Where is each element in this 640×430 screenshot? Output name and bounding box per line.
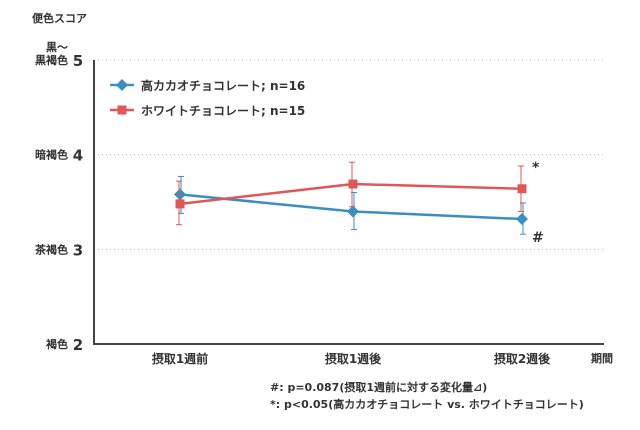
series-0 <box>174 175 528 235</box>
grid-lines <box>94 59 604 250</box>
data-point-square <box>517 184 527 194</box>
legend: 高カカオチョコレート; n=16 ホワイトチョコレート; n=15 <box>110 78 305 118</box>
data-point-diamond <box>516 213 528 226</box>
series <box>174 161 528 235</box>
y-category-label: 褐色 <box>45 337 68 351</box>
x-tick-label: 摂取1週後 <box>325 351 382 366</box>
data-point-square <box>175 199 185 209</box>
y-axis-title: 便色スコア <box>32 11 87 25</box>
x-tick-labels: 摂取1週前 摂取1週後 摂取2週後 <box>152 351 551 366</box>
y-tick-label: 3 <box>73 241 83 259</box>
axes <box>93 60 604 345</box>
data-point-diamond <box>116 79 128 91</box>
series-1 <box>175 161 527 226</box>
axis-lines <box>93 60 604 345</box>
y-tick-label: 4 <box>73 147 83 165</box>
data-point-square <box>348 179 358 189</box>
x-tick-label: 摂取2週後 <box>494 351 551 366</box>
legend-label: 高カカオチョコレート; n=16 <box>141 78 305 93</box>
data-point-diamond <box>174 188 186 201</box>
legend-label: ホワイトチョコレート; n=15 <box>141 104 305 118</box>
significance-hash: # <box>532 230 544 246</box>
x-tick-label: 摂取1週前 <box>152 351 208 366</box>
legend-item: ホワイトチョコレート; n=15 <box>110 104 305 118</box>
footnote: *: p<0.05(高カカオチョコレート vs. ホワイトチョコレート) <box>270 397 584 411</box>
y-tick-label: 2 <box>73 336 83 354</box>
data-point-square <box>117 105 127 115</box>
annotations: *# <box>532 160 544 246</box>
x-axis-title: 期間 <box>591 351 613 365</box>
footnote: #: p=0.087(摂取1週前に対する変化量⊿) <box>270 380 487 394</box>
y-category-label: 黒褐色 <box>35 53 68 67</box>
legend-item: 高カカオチョコレート; n=16 <box>110 78 305 93</box>
y-tick-labels: 5 黒～黒褐色 4 暗褐色 3 茶褐色 2 褐色 <box>34 41 83 354</box>
footnotes: #: p=0.087(摂取1週前に対する変化量⊿) *: p<0.05(高カカオチ… <box>270 380 584 411</box>
y-tick-label: 5 <box>73 52 83 70</box>
data-point-diamond <box>347 205 359 218</box>
y-category-label: 暗褐色 <box>35 148 68 162</box>
y-category-label: 茶褐色 <box>34 242 68 256</box>
y-category-label: 黒～ <box>46 41 68 54</box>
significance-asterisk: * <box>532 160 540 176</box>
